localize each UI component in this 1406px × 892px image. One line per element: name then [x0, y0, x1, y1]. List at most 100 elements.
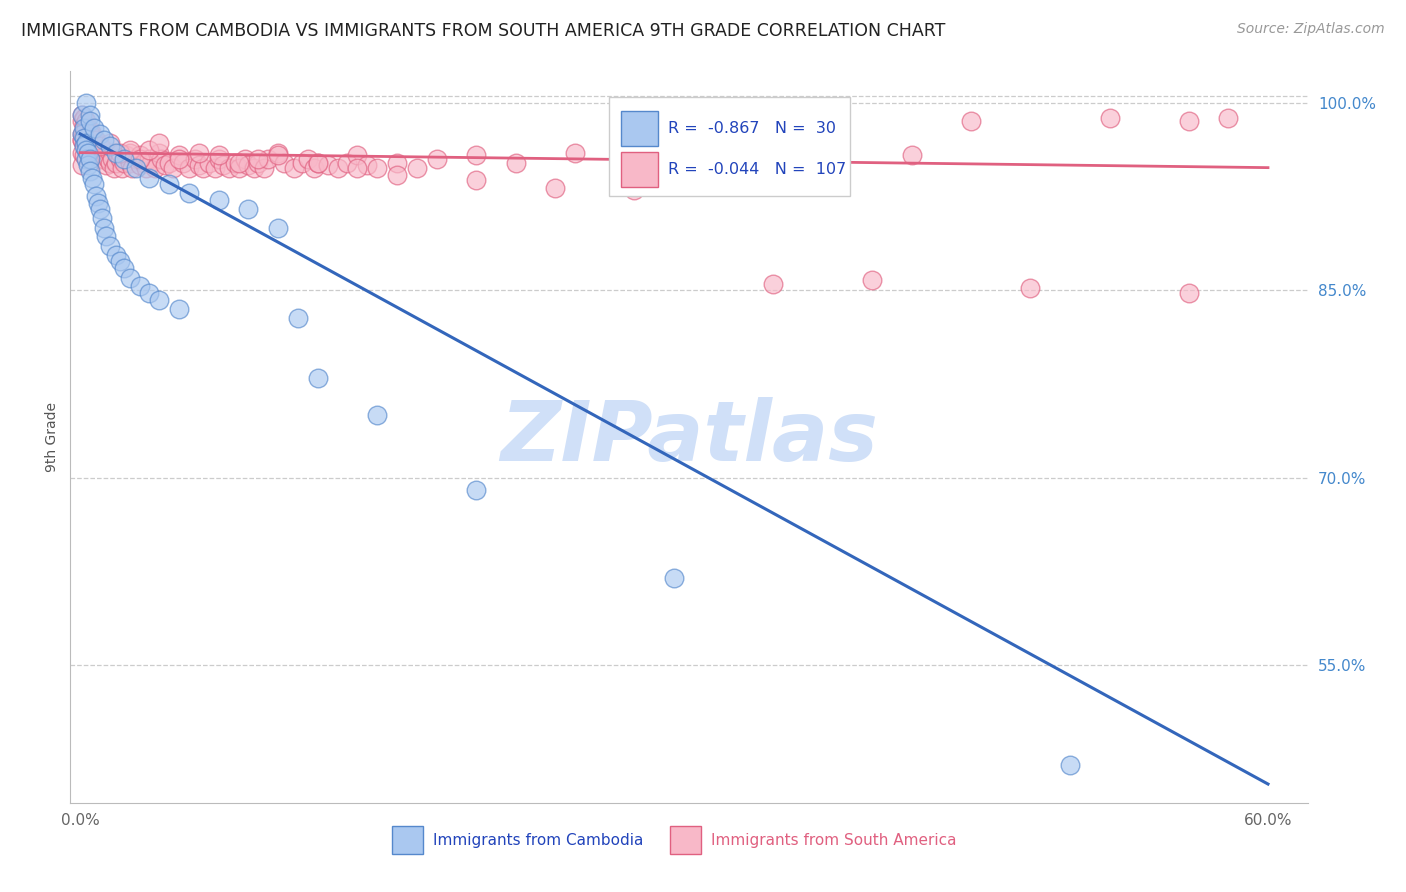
- Text: Immigrants from Cambodia: Immigrants from Cambodia: [433, 833, 643, 848]
- Point: [94, 229, 117, 244]
- Point: [73, 139, 96, 153]
- Point: [118, 270, 141, 285]
- Point: [145, 161, 167, 175]
- Point: [623, 183, 645, 197]
- Point: [385, 168, 408, 182]
- Point: [77, 139, 100, 153]
- Point: [198, 155, 221, 169]
- Point: [860, 273, 883, 287]
- Point: [98, 139, 121, 153]
- Point: [356, 158, 378, 172]
- Point: [138, 143, 160, 157]
- Point: [101, 152, 124, 166]
- Point: [267, 145, 290, 160]
- Point: [94, 158, 117, 172]
- Bar: [671, 826, 702, 854]
- Point: [960, 114, 983, 128]
- Text: Immigrants from South America: Immigrants from South America: [711, 833, 956, 848]
- Point: [89, 139, 111, 153]
- Point: [124, 161, 146, 175]
- Point: [73, 111, 96, 125]
- Point: [167, 301, 190, 316]
- Point: [89, 152, 111, 166]
- Point: [104, 155, 127, 169]
- Point: [75, 136, 97, 150]
- Point: [336, 155, 359, 169]
- Point: [346, 148, 368, 162]
- Point: [79, 164, 101, 178]
- Point: [89, 202, 111, 216]
- Point: [75, 95, 97, 110]
- Point: [112, 155, 135, 169]
- Point: [157, 177, 180, 191]
- Point: [218, 161, 240, 175]
- Point: [104, 145, 127, 160]
- Point: [257, 152, 280, 166]
- Point: [79, 133, 101, 147]
- Point: [84, 148, 107, 162]
- Point: [75, 143, 97, 157]
- Point: [128, 152, 150, 166]
- Point: [91, 211, 114, 225]
- Point: [77, 120, 100, 135]
- Point: [79, 114, 101, 128]
- Point: [148, 136, 170, 150]
- Point: [366, 408, 388, 422]
- Point: [316, 158, 339, 172]
- Point: [108, 145, 131, 160]
- Point: [366, 161, 388, 175]
- Point: [118, 155, 141, 169]
- Point: [821, 152, 844, 166]
- Point: [70, 145, 93, 160]
- Point: [93, 220, 115, 235]
- Point: [267, 220, 290, 235]
- Point: [138, 170, 160, 185]
- Point: [564, 145, 586, 160]
- Point: [1098, 111, 1121, 125]
- Text: R =  -0.867   N =  30: R = -0.867 N = 30: [668, 121, 837, 136]
- Point: [283, 161, 305, 175]
- Point: [70, 127, 93, 141]
- Point: [208, 193, 231, 207]
- Point: [118, 145, 141, 160]
- Point: [177, 186, 200, 200]
- Point: [191, 161, 214, 175]
- Point: [128, 279, 150, 293]
- Point: [662, 161, 685, 175]
- Point: [184, 152, 207, 166]
- Point: [138, 152, 160, 166]
- Point: [233, 152, 256, 166]
- Point: [148, 145, 170, 160]
- Point: [302, 161, 325, 175]
- Point: [228, 155, 250, 169]
- Point: [73, 136, 96, 150]
- Point: [93, 143, 115, 157]
- Point: [505, 155, 527, 169]
- Point: [79, 145, 101, 160]
- Point: [128, 148, 150, 162]
- Point: [98, 136, 121, 150]
- Point: [79, 127, 101, 141]
- Point: [287, 310, 309, 325]
- Point: [70, 133, 93, 147]
- Point: [224, 155, 246, 169]
- Text: ZIPatlas: ZIPatlas: [501, 397, 877, 477]
- Point: [346, 161, 368, 175]
- Bar: [621, 152, 658, 187]
- FancyBboxPatch shape: [609, 97, 849, 195]
- Point: [77, 145, 100, 160]
- Point: [465, 483, 488, 498]
- Text: R =  -0.044   N =  107: R = -0.044 N = 107: [668, 161, 846, 177]
- Point: [326, 161, 349, 175]
- Point: [84, 189, 107, 203]
- Point: [208, 152, 231, 166]
- Point: [75, 152, 97, 166]
- Point: [157, 155, 180, 169]
- Point: [167, 152, 190, 166]
- Point: [111, 161, 134, 175]
- Point: [112, 260, 135, 275]
- Point: [228, 161, 250, 175]
- Point: [138, 285, 160, 300]
- Point: [162, 161, 184, 175]
- Point: [132, 155, 155, 169]
